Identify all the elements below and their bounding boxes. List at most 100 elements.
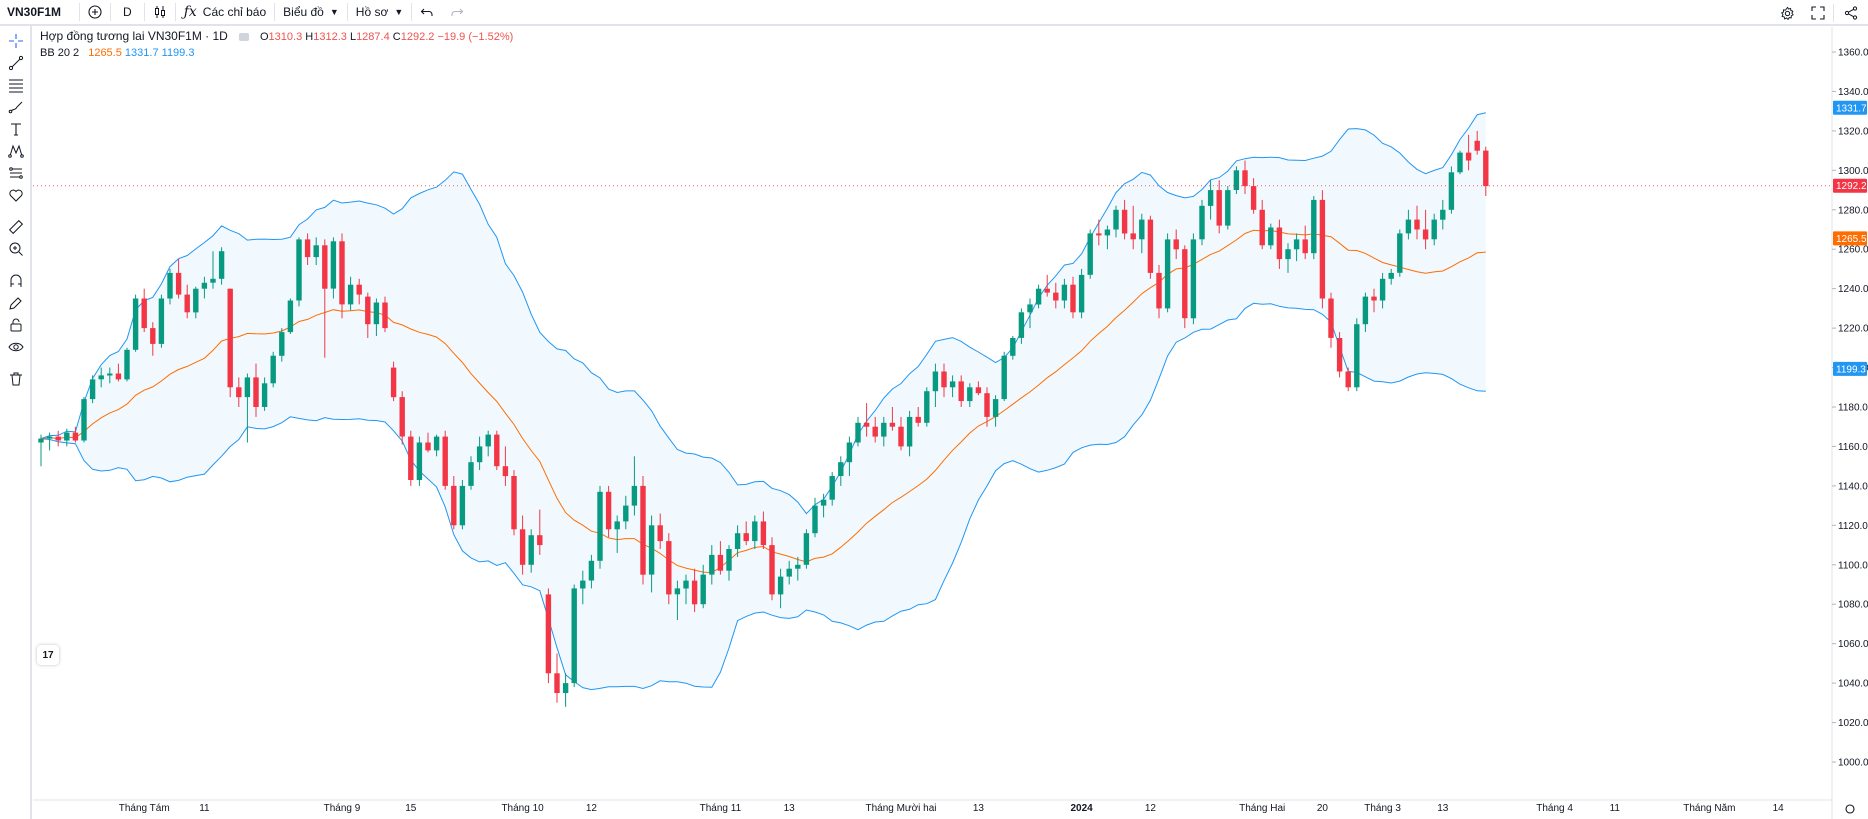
candle-body[interactable]	[476, 446, 483, 463]
candle-body[interactable]	[451, 485, 457, 526]
candle-body[interactable]	[1276, 227, 1283, 260]
candle-body[interactable]	[588, 560, 595, 581]
candle-body[interactable]	[193, 288, 199, 313]
candle-body[interactable]	[631, 485, 638, 506]
candle-body[interactable]	[1362, 296, 1369, 325]
fullscreen-button[interactable]	[1803, 0, 1833, 26]
candle-body[interactable]	[1139, 219, 1145, 240]
compare-symbol-button[interactable]	[80, 0, 110, 25]
candle-body[interactable]	[855, 422, 861, 443]
candle-body[interactable]	[562, 683, 569, 693]
candle-body[interactable]	[167, 272, 173, 299]
candle-body[interactable]	[1199, 205, 1205, 240]
candle-body[interactable]	[1319, 199, 1326, 299]
candle-body[interactable]	[967, 387, 973, 402]
zoom-tool[interactable]	[7, 240, 25, 258]
candle-body[interactable]	[141, 298, 147, 329]
candle-body[interactable]	[1078, 274, 1085, 313]
candle-body[interactable]	[107, 373, 113, 376]
candle-body[interactable]	[1345, 371, 1351, 388]
candle-body[interactable]	[1440, 209, 1446, 220]
candle-body[interactable]	[915, 416, 921, 423]
bb-upper-line[interactable]	[40, 112, 1486, 515]
ruler-tool[interactable]	[7, 218, 25, 236]
candle-body[interactable]	[81, 399, 87, 441]
candle-body[interactable]	[846, 442, 853, 463]
indicators-button[interactable]: ƒx Các chỉ báo	[176, 0, 274, 25]
bb-label[interactable]: BB 20 2	[40, 47, 80, 59]
candle-body[interactable]	[236, 387, 242, 398]
undo-button[interactable]	[412, 0, 442, 25]
candle-body[interactable]	[356, 284, 362, 295]
candle-body[interactable]	[399, 397, 405, 437]
candle-body[interactable]	[760, 521, 767, 546]
candle-body[interactable]	[614, 521, 620, 530]
chart-type-button[interactable]	[145, 0, 175, 25]
candle-body[interactable]	[365, 296, 371, 325]
candle-body[interactable]	[322, 245, 328, 289]
candle-body[interactable]	[1121, 209, 1128, 234]
candle-body[interactable]	[1388, 272, 1394, 279]
candle-body[interactable]	[1233, 170, 1240, 190]
candle-body[interactable]	[941, 371, 947, 388]
candle-body[interactable]	[347, 284, 354, 305]
candle-body[interactable]	[554, 673, 560, 693]
candle-body[interactable]	[89, 379, 96, 400]
candle-body[interactable]	[38, 438, 44, 443]
candle-body[interactable]	[803, 533, 810, 565]
interval-button[interactable]: D	[123, 5, 132, 19]
candle-body[interactable]	[519, 529, 526, 565]
candle-body[interactable]	[210, 278, 216, 283]
candle-body[interactable]	[777, 576, 784, 595]
candle-body[interactable]	[838, 462, 844, 476]
text-tool[interactable]	[7, 120, 25, 138]
candle-body[interactable]	[752, 521, 758, 542]
candle-body[interactable]	[175, 272, 182, 295]
candle-body[interactable]	[425, 442, 431, 451]
candle-body[interactable]	[1302, 239, 1308, 254]
candle-body[interactable]	[872, 426, 878, 437]
candle-body[interactable]	[124, 349, 130, 380]
tradingview-logo[interactable]: 17	[37, 645, 59, 665]
candle-body[interactable]	[1474, 140, 1480, 151]
candle-body[interactable]	[150, 328, 156, 344]
candle-body[interactable]	[1044, 288, 1050, 293]
candle-body[interactable]	[674, 588, 681, 595]
candle-body[interactable]	[1293, 239, 1300, 250]
candle-body[interactable]	[1156, 272, 1162, 309]
candle-body[interactable]	[683, 580, 689, 589]
candle-body[interactable]	[1414, 219, 1420, 230]
layout-menu-button[interactable]: Biểu đồ ▼	[275, 0, 347, 25]
candle-body[interactable]	[648, 525, 655, 575]
candle-body[interactable]	[184, 294, 190, 313]
candle-body[interactable]	[1422, 229, 1429, 240]
candle-body[interactable]	[1035, 288, 1042, 305]
candle-body[interactable]	[1259, 209, 1265, 246]
candle-body[interactable]	[726, 549, 732, 571]
candle-body[interactable]	[528, 535, 534, 565]
candle-body[interactable]	[494, 434, 500, 467]
candle-body[interactable]	[1190, 239, 1197, 319]
candle-body[interactable]	[812, 505, 818, 534]
pattern-tool[interactable]	[7, 142, 25, 160]
candle-body[interactable]	[820, 499, 827, 506]
candle-body[interactable]	[442, 436, 448, 486]
candle-body[interactable]	[1371, 296, 1377, 301]
lock-drawing-tool[interactable]	[7, 294, 25, 312]
candle-body[interactable]	[743, 533, 749, 542]
candle-body[interactable]	[330, 241, 337, 289]
candle-body[interactable]	[1483, 150, 1489, 187]
candle-body[interactable]	[502, 466, 509, 477]
candle-body[interactable]	[511, 476, 517, 530]
candle-body[interactable]	[72, 432, 79, 441]
candle-body[interactable]	[691, 580, 698, 605]
candle-body[interactable]	[1216, 190, 1222, 226]
candle-body[interactable]	[700, 574, 706, 605]
candle-body[interactable]	[1379, 278, 1386, 301]
candle-body[interactable]	[279, 332, 285, 356]
candle-body[interactable]	[1070, 284, 1076, 313]
candle-body[interactable]	[1104, 229, 1111, 236]
candle-body[interactable]	[132, 298, 139, 350]
candle-body[interactable]	[1457, 152, 1463, 173]
candle-body[interactable]	[218, 251, 225, 279]
